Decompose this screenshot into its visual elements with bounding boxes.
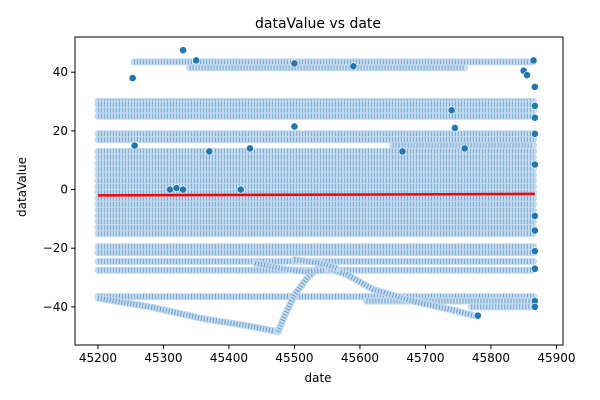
- curve-fill: [94, 294, 282, 336]
- y-axis-label: dataValue: [15, 157, 29, 217]
- data-curve-2: [317, 262, 479, 320]
- data-point: [166, 185, 174, 194]
- x-tick-label: 45600: [341, 351, 379, 365]
- data-point: [530, 82, 539, 91]
- data-curve-4: [290, 256, 341, 273]
- x-tick-label: 45700: [406, 351, 444, 365]
- trend-line: [97, 192, 535, 197]
- data-point: [523, 71, 531, 80]
- plot-frame: [74, 36, 564, 346]
- plot-area: [94, 46, 539, 336]
- curve-fill: [251, 259, 328, 276]
- data-point: [530, 212, 539, 220]
- curve-fill: [290, 256, 341, 273]
- x-axis: 45200 45300 45400 45500 45600 45700 45800 45900: [79, 345, 576, 365]
- data-point: [529, 56, 538, 65]
- data-point: [205, 147, 214, 156]
- chart-title: dataValue vs date: [255, 16, 381, 32]
- data-point: [179, 185, 187, 194]
- data-point: [192, 56, 201, 65]
- y-tick-label: −40: [43, 300, 68, 314]
- point-layer: [128, 46, 539, 320]
- curve-layer: [94, 256, 479, 336]
- x-axis-label: date: [304, 371, 331, 385]
- x-tick-label: 45800: [472, 351, 510, 365]
- data-point: [530, 102, 539, 110]
- x-tick-label: 45400: [210, 351, 248, 365]
- data-point: [530, 160, 539, 169]
- data-point: [447, 106, 456, 115]
- data-point: [530, 247, 539, 256]
- data-point: [179, 46, 187, 55]
- data-point: [236, 185, 245, 194]
- data-curve-3: [251, 259, 328, 276]
- data-point: [130, 141, 139, 150]
- data-point: [460, 144, 469, 153]
- x-tick-label: 45200: [79, 351, 117, 365]
- data-point: [530, 129, 539, 138]
- y-tick-label: −20: [43, 241, 68, 255]
- y-tick-label: 20: [53, 124, 68, 138]
- x-tick-label: 45300: [144, 351, 182, 365]
- data-point: [451, 124, 459, 132]
- y-tick-label: 0: [60, 183, 68, 197]
- data-point: [398, 147, 407, 156]
- curve-markers: [319, 263, 476, 319]
- x-tick-label: 45900: [537, 351, 575, 365]
- data-point: [128, 74, 137, 82]
- y-tick-label: 40: [53, 65, 68, 79]
- x-tick-label: 45500: [275, 351, 313, 365]
- y-axis: −40 −20 0 20 40: [43, 65, 75, 314]
- data-point: [290, 122, 299, 131]
- data-curve-0: [94, 294, 282, 336]
- data-point: [349, 62, 358, 71]
- data-point: [530, 113, 539, 122]
- data-point: [530, 302, 539, 311]
- data-point: [473, 311, 482, 320]
- data-point: [172, 184, 181, 192]
- data-point: [530, 264, 539, 273]
- data-point: [290, 59, 299, 68]
- data-point: [245, 144, 254, 153]
- data-point: [530, 226, 539, 235]
- trend-layer: [97, 192, 535, 197]
